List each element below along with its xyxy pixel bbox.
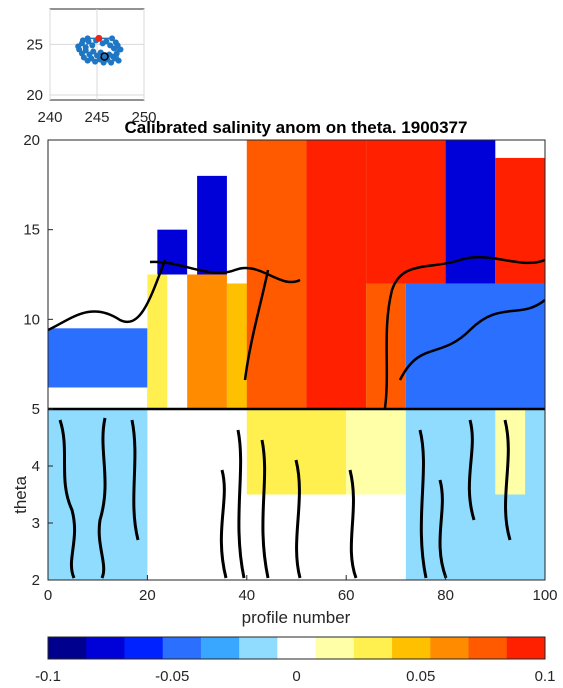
heatmap-cell	[495, 157, 545, 284]
colorbar-tick-label: 0.1	[535, 668, 556, 685]
colorbar-segment	[200, 637, 240, 659]
track-point	[84, 35, 91, 42]
colorbar-segment	[506, 637, 546, 659]
track-point	[109, 35, 116, 42]
x-tick-label: 60	[338, 587, 355, 604]
inset-x-tick-label: 245	[84, 109, 109, 126]
contour-line	[236, 429, 246, 579]
heatmap-cell	[48, 387, 148, 409]
colorbar-segment	[124, 637, 164, 659]
start-marker	[95, 34, 103, 42]
track-point	[112, 39, 119, 46]
contour-line	[398, 299, 545, 381]
inset-y-tick-label: 20	[26, 87, 43, 104]
chart-title: Calibrated salinity anom on theta. 19003…	[125, 118, 468, 137]
contour-line	[130, 419, 140, 541]
y-tick-label-upper: 10	[23, 311, 40, 328]
x-tick-label: 40	[238, 587, 255, 604]
colorbar-segment	[239, 637, 278, 659]
heatmap-cell	[445, 140, 496, 284]
track-point	[92, 58, 99, 65]
heatmap-cell	[167, 319, 188, 409]
contour-line	[58, 419, 77, 579]
colorbar-segment	[353, 637, 393, 659]
inset-x-tick-label: 240	[37, 109, 62, 126]
colorbar-segment	[48, 637, 87, 659]
inset-ticks: 240 245 250 25 20	[26, 36, 156, 126]
heatmap-cell	[187, 274, 227, 409]
y-tick-label-lower: 2	[32, 572, 40, 589]
track-point	[108, 59, 115, 66]
end-marker	[100, 52, 109, 61]
heatmap-cell	[147, 274, 168, 409]
contour-line	[97, 417, 107, 579]
colorbar-tick-label: 0.05	[406, 668, 435, 685]
contour-line	[149, 260, 301, 284]
inset-location-map: 240 245 250 25 20	[26, 8, 157, 126]
track-point	[115, 57, 122, 64]
colorbar-segment	[277, 637, 317, 659]
contour-line	[243, 269, 270, 381]
main-plot: 0 20 40 60 80 100 20 15 10 5 4 3 2 Calibrated salini…	[11, 118, 558, 627]
colorbar-segment	[162, 637, 202, 659]
plot-frame	[47, 139, 546, 581]
track-point	[89, 42, 96, 49]
colorbar-tick-label: -0.1	[35, 668, 61, 685]
contour-lines	[58, 417, 512, 579]
contour-line	[418, 429, 428, 579]
contour-line	[348, 469, 358, 579]
track-point	[79, 37, 86, 44]
x-tick-label: 0	[44, 587, 52, 604]
inset-y-tick-label: 25	[26, 36, 43, 53]
inset-track	[75, 34, 124, 66]
upper-panel-fill	[48, 140, 545, 409]
contour-line	[438, 479, 448, 579]
colorbar-segment	[468, 637, 508, 659]
colorbar-segment	[430, 637, 470, 659]
inset-x-tick-label: 250	[131, 109, 156, 126]
contour-line	[260, 439, 270, 579]
heatmap-cell	[346, 409, 406, 495]
track-point	[103, 38, 110, 45]
x-axis-label: profile number	[242, 608, 351, 627]
colorbar: -0.1 -0.05 0 0.05 0.1	[35, 636, 556, 685]
axis-ticks: 0 20 40 60 80 100 20 15 10 5 4 3 2	[23, 132, 557, 604]
y-tick-label-lower: 3	[32, 515, 40, 532]
y-tick-label-upper: 20	[23, 132, 40, 149]
heatmap-cell	[495, 409, 526, 495]
y-tick-label-upper: 5	[32, 401, 40, 418]
x-tick-label: 100	[532, 587, 557, 604]
heatmap-cell	[246, 140, 307, 409]
colorbar-segment	[392, 637, 431, 659]
inset-grid	[49, 9, 145, 100]
colorbar-segment	[86, 637, 125, 659]
colorbar-segment	[315, 637, 355, 659]
colorbar-tick-label: 0	[292, 668, 300, 685]
contour-line	[48, 259, 167, 332]
y-tick-label-lower: 4	[32, 458, 40, 475]
heatmap-cell	[366, 140, 446, 284]
heatmap-cell	[306, 140, 367, 409]
contour-line	[219, 469, 228, 579]
heatmap-cell	[197, 175, 227, 275]
y-axis-label: theta	[11, 476, 30, 514]
x-tick-label: 80	[437, 587, 454, 604]
track-point	[76, 46, 83, 53]
colorbar-tick-label: -0.05	[155, 668, 189, 685]
contour-lines-upper	[48, 255, 545, 409]
contour-line	[503, 419, 512, 541]
y-tick-label-upper: 15	[23, 222, 40, 239]
heatmap-cell	[405, 283, 545, 409]
colorbar-frame	[47, 636, 546, 660]
contour-line	[294, 459, 302, 579]
track-point	[117, 46, 124, 53]
contour-line	[383, 255, 545, 409]
contour-line	[467, 419, 476, 521]
x-tick-label: 20	[139, 587, 156, 604]
heatmap-cell	[246, 409, 347, 495]
